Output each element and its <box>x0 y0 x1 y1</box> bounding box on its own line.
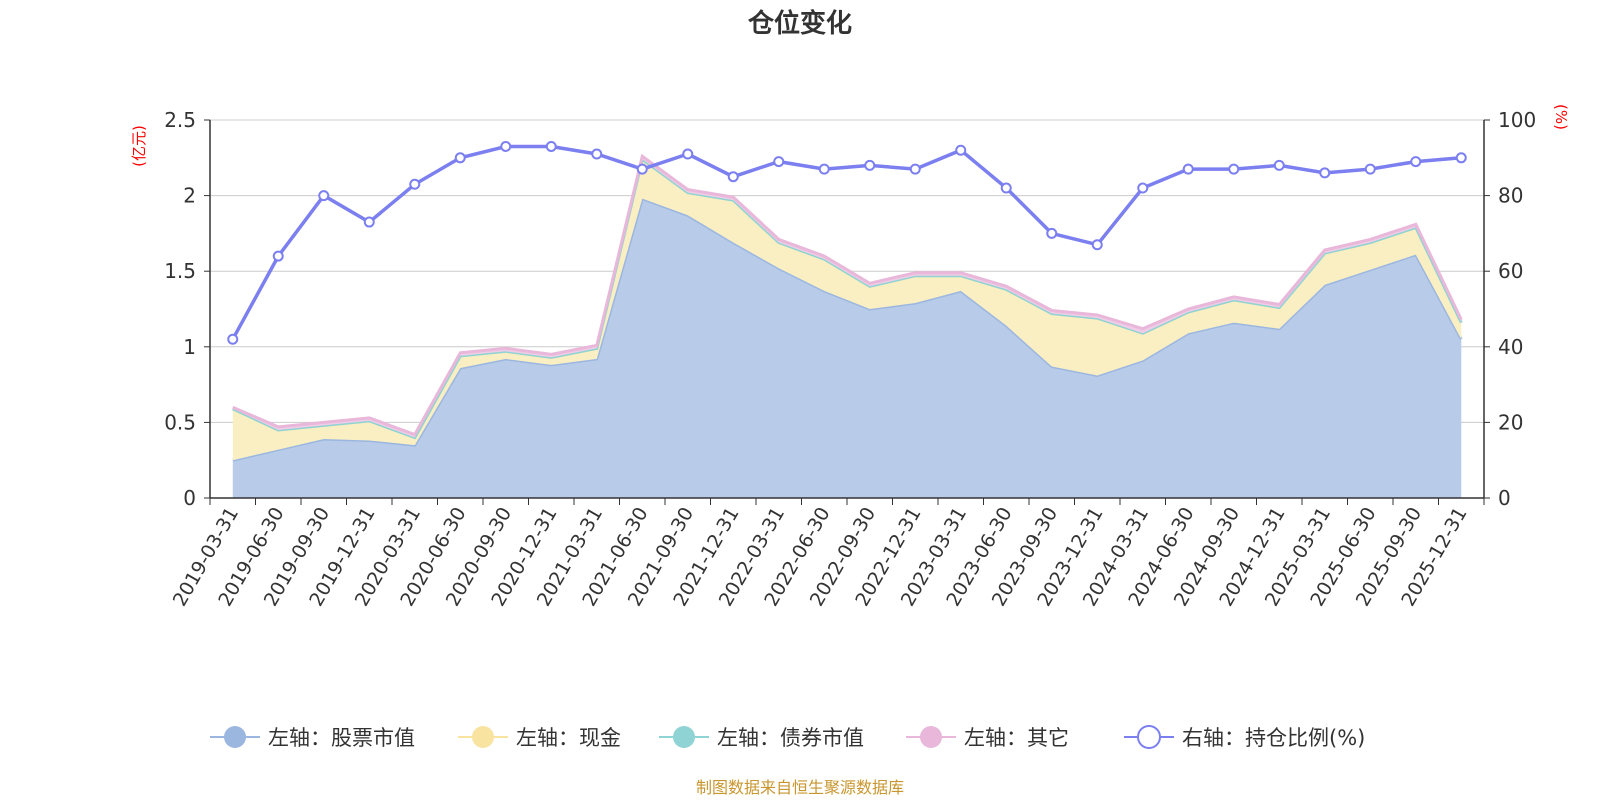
ratio-point <box>1273 159 1285 171</box>
ratio-point <box>955 144 967 156</box>
ratio-point <box>454 152 466 164</box>
legend-marker-1 <box>472 726 494 748</box>
ratio-point <box>773 156 785 168</box>
right-axis-tick-label: 60 <box>1498 259 1523 283</box>
legend-label-1: 左轴：现金 <box>516 726 621 750</box>
ratio-point <box>545 140 557 152</box>
ratio-point <box>409 178 421 190</box>
left-axis-unit: (亿元) <box>130 125 148 167</box>
ratio-point <box>864 159 876 171</box>
ratio-point <box>1455 152 1467 164</box>
ratio-point <box>909 163 921 175</box>
legend-label-0: 左轴：股票市值 <box>268 726 415 750</box>
left-axis-tick-label: 1.5 <box>164 259 196 283</box>
ratio-point <box>727 171 739 183</box>
right-axis-tick-label: 20 <box>1498 410 1523 434</box>
ratio-point <box>818 163 830 175</box>
left-axis-tick-label: 0.5 <box>164 410 196 434</box>
ratio-point <box>636 163 648 175</box>
ratio-point <box>682 148 694 160</box>
legend-marker-2 <box>673 726 695 748</box>
left-axis-tick-label: 2 <box>183 184 196 208</box>
ratio-point <box>363 216 375 228</box>
legend: 左轴：股票市值 左轴：现金 左轴：债券市值 左轴：其它 右轴：持仓比例(%) <box>210 725 1365 750</box>
chart-title: 仓位变化 <box>747 8 852 39</box>
area-series-line-3 <box>232 153 1463 437</box>
right-axis-tick-label: 40 <box>1498 335 1523 359</box>
ratio-point <box>272 250 284 262</box>
right-axis-tick-label: 80 <box>1498 184 1523 208</box>
ratio-point <box>1410 156 1422 168</box>
ratio-point <box>1182 163 1194 175</box>
ratio-point <box>1228 163 1240 175</box>
left-axis-tick-label: 0 <box>183 486 196 510</box>
source-note: 制图数据来自恒生聚源数据库 <box>696 778 904 797</box>
legend-label-2: 左轴：债券市值 <box>717 726 864 750</box>
stacked-area-layer <box>232 153 1463 498</box>
left-axis-tick-label: 2.5 <box>164 108 196 132</box>
ratio-point <box>1046 227 1058 239</box>
area-series-0 <box>232 198 1462 498</box>
right-axis-tick-label: 100 <box>1498 108 1536 132</box>
ratio-point <box>591 148 603 160</box>
ratio-point <box>318 190 330 202</box>
legend-label-4: 右轴：持仓比例(%) <box>1182 726 1365 750</box>
legend-label-3: 左轴：其它 <box>964 726 1069 750</box>
ratio-line-4 <box>231 144 1462 341</box>
ratio-line-layer <box>227 140 1467 345</box>
right-axis-tick-label: 0 <box>1498 486 1511 510</box>
ratio-point <box>227 333 239 345</box>
left-axis-tick-label: 1 <box>183 335 196 359</box>
ratio-point <box>1319 167 1331 179</box>
area-series-1 <box>232 159 1462 461</box>
legend-marker-4 <box>1137 725 1161 749</box>
right-axis-unit: (%) <box>1552 104 1570 130</box>
ratio-point <box>1000 182 1012 194</box>
ratio-point <box>1137 182 1149 194</box>
ratio-point <box>1364 163 1376 175</box>
legend-marker-0 <box>224 726 246 748</box>
ratio-point <box>1091 239 1103 251</box>
ratio-point <box>500 140 512 152</box>
legend-marker-3 <box>920 726 942 748</box>
